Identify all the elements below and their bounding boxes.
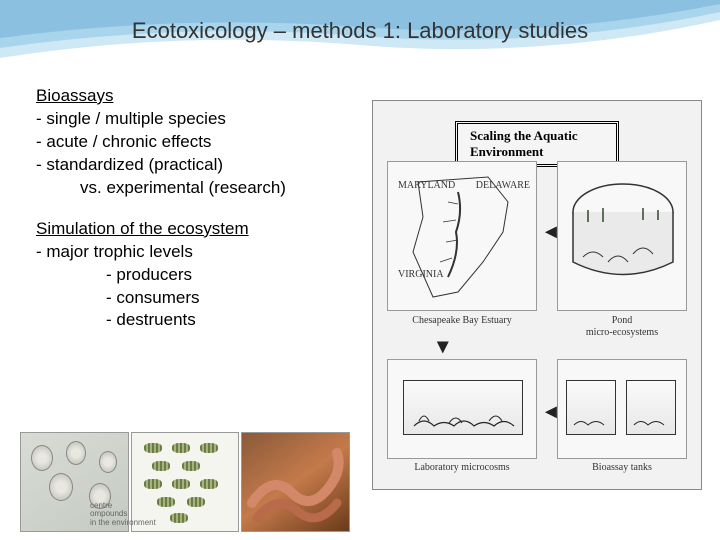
simulation-sub-1: - producers [36,264,356,287]
map-panel: MARYLAND DELAWARE VIRGINIA [387,161,537,311]
bioassays-bullet-1: - single / multiple species [36,108,356,131]
scaling-figure: Scaling the Aquatic Environment MARYLAND… [372,100,702,490]
pond-caption-1: Pond [557,315,687,326]
map-label-maryland: MARYLAND [398,180,455,191]
footer-logo-text: centre ompounds in the environment [90,502,156,528]
pond-caption-2: micro-ecosystems [557,327,687,338]
microcosm-caption: Laboratory microcosms [387,462,537,473]
bioassays-bullet-3b: vs. experimental (research) [36,177,356,200]
bioassays-bullet-3: - standardized (practical) [36,154,356,177]
map-caption: Chesapeake Bay Estuary [387,315,537,326]
bioassays-heading: Bioassays [36,85,356,108]
simulation-sub-2: - consumers [36,287,356,310]
slide-title: Ecotoxicology – methods 1: Laboratory st… [0,18,720,44]
arrow-icon: ◄ [431,338,454,358]
footer-line-3: in the environment [90,519,156,528]
simulation-bullet-1: - major trophic levels [36,241,356,264]
microcosm-panel [387,359,537,459]
content-text: Bioassays - single / multiple species - … [36,85,356,332]
simulation-sub-3: - destruents [36,309,356,332]
bioassays-bullet-2: - acute / chronic effects [36,131,356,154]
thumbnail-strip [20,432,350,532]
bioassay-panel [557,359,687,459]
simulation-heading: Simulation of the ecosystem [36,218,356,241]
thumbnail-worm [241,432,350,532]
arrow-icon: ◄ [541,221,561,244]
bioassay-caption: Bioassay tanks [557,462,687,473]
map-label-virginia: VIRGINIA [398,269,444,280]
map-label-delaware: DELAWARE [476,180,530,191]
pond-panel [557,161,687,311]
